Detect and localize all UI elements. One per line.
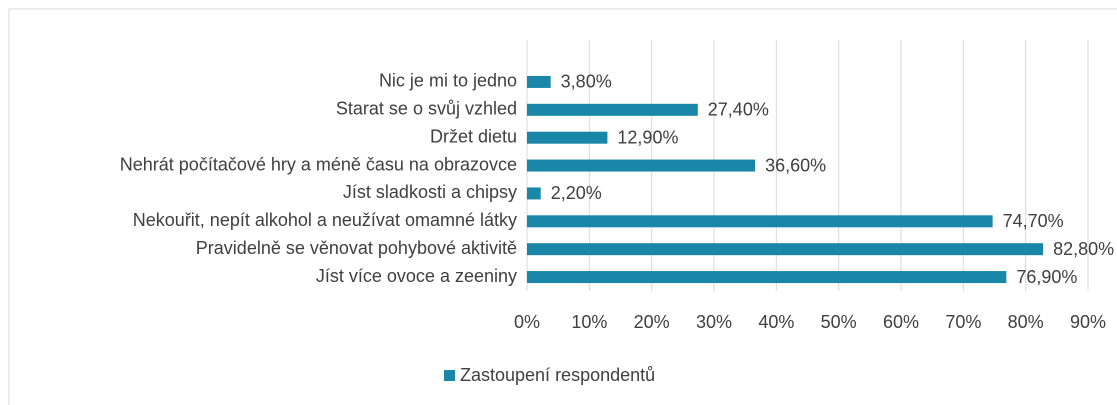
- x-tick-label: 90%: [1070, 312, 1106, 332]
- x-tick-label: 20%: [634, 312, 670, 332]
- bar: [527, 271, 1007, 284]
- x-tick-label: 60%: [883, 312, 919, 332]
- bar: [527, 75, 551, 88]
- x-tick-label: 70%: [945, 312, 981, 332]
- y-tick-label: Jíst více ovoce a zeeniny: [316, 266, 517, 286]
- legend-swatch: [444, 370, 455, 381]
- x-tick-label: 30%: [696, 312, 732, 332]
- value-label: 76,90%: [1016, 267, 1077, 287]
- bar: [527, 131, 608, 144]
- legend-label: Zastoupení respondentů: [460, 365, 655, 385]
- y-tick-label: Pravidelně se věnovat pohybové aktivitě: [196, 238, 517, 258]
- value-label: 27,40%: [708, 100, 769, 120]
- bar: [527, 243, 1044, 256]
- y-tick-label: Nehrát počítačové hry a méně času na obr…: [120, 154, 517, 174]
- bar: [527, 159, 756, 172]
- bar: [527, 187, 541, 200]
- y-tick-label: Nic je mi to jedno: [379, 71, 517, 91]
- value-label: 2,20%: [551, 183, 602, 203]
- y-tick-label: Nekouřit, nepít alkohol a neužívat omamn…: [133, 210, 517, 230]
- x-tick-label: 40%: [758, 312, 794, 332]
- bar: [527, 103, 698, 116]
- value-label: 3,80%: [561, 72, 612, 92]
- value-label: 36,60%: [765, 155, 826, 175]
- x-tick-label: 50%: [821, 312, 857, 332]
- y-tick-label: Držet dietu: [430, 126, 517, 146]
- bar: [527, 215, 993, 228]
- x-tick-label: 80%: [1008, 312, 1044, 332]
- value-label: 12,90%: [617, 127, 678, 147]
- value-label: 82,80%: [1053, 239, 1114, 259]
- y-tick-label: Jíst sladkosti a chipsy: [343, 182, 517, 202]
- y-tick-label: Starat se o svůj vzhled: [336, 99, 517, 119]
- x-tick-label: 10%: [571, 312, 607, 332]
- x-tick-label: 0%: [514, 312, 540, 332]
- value-label: 74,70%: [1003, 211, 1064, 231]
